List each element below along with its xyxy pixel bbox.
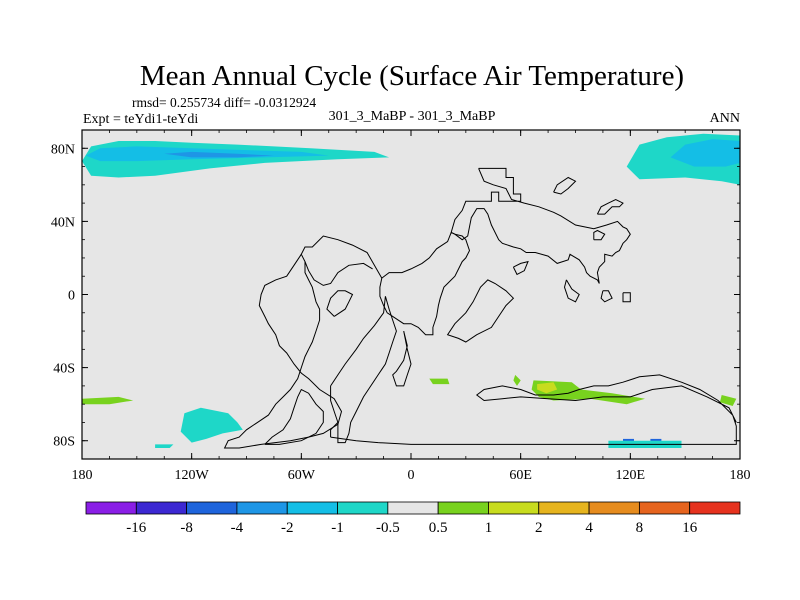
coastline-12 [512, 260, 529, 276]
anomaly-regions [82, 133, 740, 448]
coastline-1 [379, 231, 471, 336]
coastline-16 [622, 292, 631, 303]
colorbar-swatch [538, 501, 590, 515]
y-tick-label: 0 [68, 289, 75, 304]
coastline-9 [392, 330, 412, 387]
colorbar: -16 -8 -4 -2 -1 -0.5 0.5 1 2 4 8 16 [85, 501, 741, 536]
colorbar-label: -8 [180, 520, 193, 536]
colorbar-swatch [638, 501, 691, 515]
colorbar-swatch [186, 501, 238, 515]
x-tick-label: 180 [730, 468, 751, 483]
coastline-8 [326, 290, 354, 317]
anomaly-region-southeast-pacific-patch [719, 395, 737, 406]
coastline-3 [223, 254, 343, 449]
colorbar-label: 8 [636, 520, 644, 536]
y-tick-label: 80N [51, 142, 75, 157]
expt-label: Expt = teYdi1-teYdi [83, 112, 198, 127]
coastline-0 [450, 167, 631, 284]
colorbar-label: 16 [682, 520, 698, 536]
anomaly-region-southern-ocean-east-warm [537, 382, 558, 394]
anomaly-region-southwest-pacific-patch [82, 396, 134, 405]
coastline-11 [563, 279, 580, 303]
colorbar-swatch [236, 501, 288, 515]
coastline-17 [553, 176, 577, 195]
colorbar-label: 4 [585, 520, 593, 536]
x-tick-label: 60E [509, 468, 532, 483]
x-tick-label: 120E [616, 468, 646, 483]
coastline-10 [446, 279, 515, 343]
anomaly-region-ross-sea-patch [155, 444, 174, 448]
colorbar-swatch [689, 501, 741, 515]
x-tick-label: 60W [288, 468, 316, 483]
coastline-6 [330, 374, 737, 445]
coastline-13 [593, 229, 606, 241]
coastline-14 [596, 198, 624, 215]
colorbar-swatch [135, 501, 188, 515]
anomaly-region-southern-ocean-west [180, 407, 243, 443]
map-background [82, 130, 740, 459]
colorbar-label: 1 [485, 520, 493, 536]
x-tick-label: 0 [408, 468, 415, 483]
colorbar-label: -16 [126, 520, 146, 536]
season-label: ANN [710, 111, 740, 126]
colorbar-swatch [286, 501, 338, 515]
chart-title: Mean Annual Cycle (Surface Air Temperatu… [140, 60, 684, 92]
y-axis: 80N 40N 0 40S 80S [51, 142, 740, 450]
colorbar-swatch [85, 501, 137, 515]
y-tick-label: 40S [53, 362, 75, 377]
anomaly-region-southern-ocean-east [531, 380, 645, 405]
y-tick-label: 80S [53, 435, 75, 450]
x-tick-label: 180 [72, 468, 93, 483]
colorbar-swatch [588, 501, 640, 515]
anomaly-region-southern-ocean-east-blob [513, 374, 521, 386]
chart-subtitle: 301_3_MaBP - 301_3_MaBP [329, 109, 496, 124]
colorbar-label: -4 [231, 520, 244, 536]
coastline-2 [300, 235, 383, 286]
coastline-4 [264, 388, 324, 445]
colorbar-label: 0.5 [429, 520, 448, 536]
coastline-15 [600, 290, 613, 303]
colorbar-swatch [337, 501, 389, 515]
x-tick-label: 120W [175, 468, 210, 483]
colorbar-swatch [437, 501, 489, 515]
y-tick-label: 40N [51, 215, 75, 230]
stats-line: rmsd= 0.255734 diff= -0.0312924 [132, 95, 316, 110]
colorbar-label: -0.5 [376, 520, 400, 536]
anomaly-region-arctic-west-deep [164, 151, 274, 158]
colorbar-label: -2 [281, 520, 294, 536]
coastline-7 [330, 422, 339, 438]
colorbar-label: -1 [331, 520, 344, 536]
colorbar-label: 2 [535, 520, 543, 536]
coastlines [223, 167, 737, 449]
coastline-5 [330, 296, 397, 444]
anomaly-region-south-atlantic-patch [429, 378, 450, 385]
anomaly-region-arctic-east-core [670, 139, 740, 167]
x-axis: 180 120W 60W 0 60E 120E 180 [72, 130, 751, 483]
colorbar-swatch [488, 501, 540, 515]
colorbar-swatch [387, 501, 439, 515]
